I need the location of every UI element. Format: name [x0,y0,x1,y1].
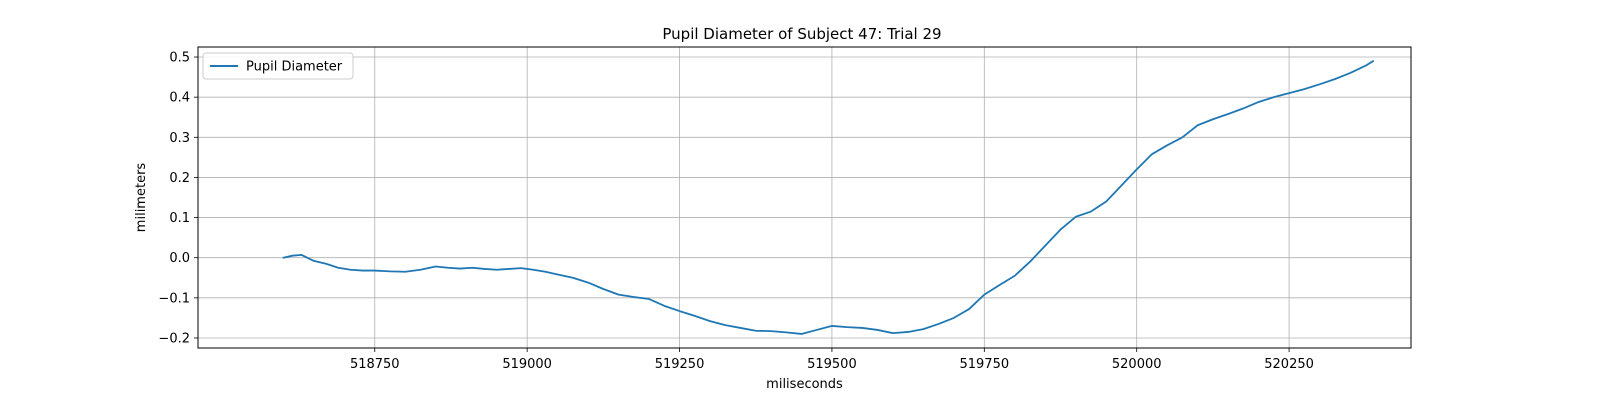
x-axis-label: miliseconds [766,377,843,392]
x-tick-label: 519500 [807,357,857,372]
x-tick-label: 518750 [350,357,400,372]
x-tick-label: 520250 [1264,357,1314,372]
y-tick-label: 0.4 [169,91,190,106]
legend: Pupil Diameter [202,52,354,80]
plot-frame [197,46,1412,349]
y-tick-label: −0.2 [158,331,190,346]
series-line-pupil-diameter [282,60,1375,335]
series-layer [282,60,1375,335]
x-tick-label: 519750 [959,357,1009,372]
ticks-layer: 518750 519000 519250 519500 519750 520000 5202… [158,51,1313,372]
chart-title: Pupil Diameter of Subject 47: Trial 29 [662,25,941,43]
x-tick-label: 520000 [1112,357,1162,372]
y-tick-label: 0.1 [169,211,190,226]
legend-box [202,52,354,80]
x-tick-label: 519250 [655,357,705,372]
y-tick-label: 0.2 [169,171,190,186]
y-tick-label: 0.0 [169,251,190,266]
y-tick-label: 0.5 [169,51,190,66]
y-axis-label: milimeters [134,163,149,233]
grid-layer [198,47,1411,348]
y-tick-label: 0.3 [169,131,190,146]
y-tick-label: −0.1 [158,291,190,306]
x-tick-label: 519000 [502,357,552,372]
legend-label: Pupil Diameter [246,60,343,75]
